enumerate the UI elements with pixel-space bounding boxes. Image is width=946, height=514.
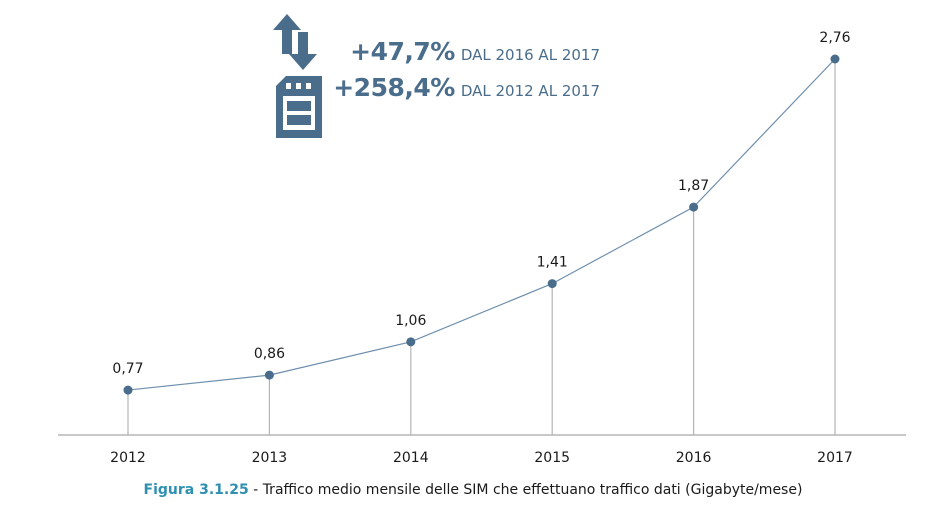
x-tick-label-2013: 2013 (252, 450, 288, 466)
highlight-text: DAL 2012 AL 2017 (460, 82, 600, 100)
caption-separator: - (248, 482, 263, 498)
x-tick-label-2016: 2016 (676, 450, 712, 466)
highlight-growth-2012-2017: +258,4% DAL 2012 AL 2017 (333, 73, 600, 102)
data-point-2014 (406, 337, 416, 347)
arrow-down-icon (289, 32, 317, 70)
drop-lines (127, 59, 836, 435)
highlight-text: DAL 2016 AL 2017 (460, 46, 600, 64)
data-point-2016 (689, 202, 699, 212)
x-tick-label-2015: 2015 (534, 450, 570, 466)
series-line (127, 58, 836, 391)
data-labels: 0,77 0,86 1,06 1,41 1,87 2,76 (112, 30, 850, 377)
highlight-value: +47,7% (350, 37, 455, 66)
data-label-2013: 0,86 (254, 346, 285, 362)
figure-caption: Figura 3.1.25 - Traffico medio mensile d… (0, 482, 946, 498)
highlight-growth-2016-2017: +47,7% DAL 2016 AL 2017 (350, 37, 600, 66)
highlight-value: +258,4% (333, 73, 455, 102)
data-label-2017: 2,76 (819, 30, 850, 46)
x-tick-label-2014: 2014 (393, 450, 429, 466)
figure-label: Figura 3.1.25 (143, 482, 249, 498)
caption-text: Traffico medio mensile delle SIM che eff… (262, 482, 803, 498)
x-tick-label-2012: 2012 (110, 450, 146, 466)
data-label-2016: 1,87 (678, 178, 709, 194)
x-tick-labels: 2012 2013 2014 2015 2016 2017 (110, 450, 853, 466)
x-tick-label-2017: 2017 (817, 450, 853, 466)
markers (123, 54, 840, 395)
data-point-2015 (547, 279, 557, 289)
data-point-2012 (123, 385, 133, 395)
data-point-2013 (264, 370, 274, 380)
data-label-2014: 1,06 (395, 313, 426, 329)
data-label-2015: 1,41 (537, 255, 568, 271)
data-point-2017 (830, 54, 840, 64)
data-label-2012: 0,77 (112, 361, 143, 377)
data-traffic-sim-icon (273, 14, 322, 138)
sim-card-icon (276, 76, 322, 138)
arrow-up-icon (273, 14, 301, 54)
